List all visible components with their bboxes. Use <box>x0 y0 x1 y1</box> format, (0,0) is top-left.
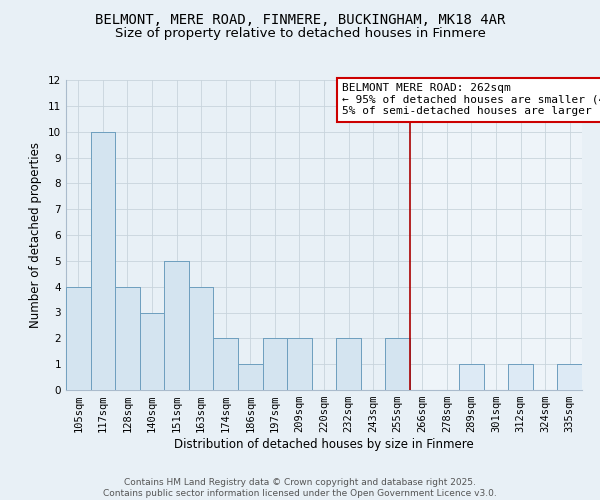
Bar <box>66 286 91 390</box>
X-axis label: Distribution of detached houses by size in Finmere: Distribution of detached houses by size … <box>174 438 474 451</box>
Bar <box>238 364 263 390</box>
Bar <box>385 338 410 390</box>
Bar <box>557 364 582 390</box>
Bar <box>189 286 214 390</box>
Bar <box>508 364 533 390</box>
Bar <box>410 80 582 390</box>
Bar <box>557 364 582 390</box>
Bar <box>459 364 484 390</box>
Bar <box>164 261 189 390</box>
Text: BELMONT MERE ROAD: 262sqm
← 95% of detached houses are smaller (42)
5% of semi-d: BELMONT MERE ROAD: 262sqm ← 95% of detac… <box>342 83 600 116</box>
Bar <box>385 338 410 390</box>
Text: Size of property relative to detached houses in Finmere: Size of property relative to detached ho… <box>115 28 485 40</box>
Y-axis label: Number of detached properties: Number of detached properties <box>29 142 43 328</box>
Bar <box>140 312 164 390</box>
Bar <box>508 364 533 390</box>
Text: Contains HM Land Registry data © Crown copyright and database right 2025.
Contai: Contains HM Land Registry data © Crown c… <box>103 478 497 498</box>
Bar <box>91 132 115 390</box>
Bar <box>238 364 263 390</box>
Bar <box>336 338 361 390</box>
Bar <box>214 338 238 390</box>
Bar <box>91 132 115 390</box>
Bar <box>263 338 287 390</box>
Bar <box>214 338 238 390</box>
Bar <box>459 364 484 390</box>
Bar <box>164 261 189 390</box>
Bar <box>287 338 312 390</box>
Bar <box>115 286 140 390</box>
Bar <box>287 338 312 390</box>
Bar <box>189 286 214 390</box>
Bar <box>140 312 164 390</box>
Bar <box>263 338 287 390</box>
Bar <box>336 338 361 390</box>
Bar <box>66 286 91 390</box>
Bar <box>115 286 140 390</box>
Text: BELMONT, MERE ROAD, FINMERE, BUCKINGHAM, MK18 4AR: BELMONT, MERE ROAD, FINMERE, BUCKINGHAM,… <box>95 12 505 26</box>
